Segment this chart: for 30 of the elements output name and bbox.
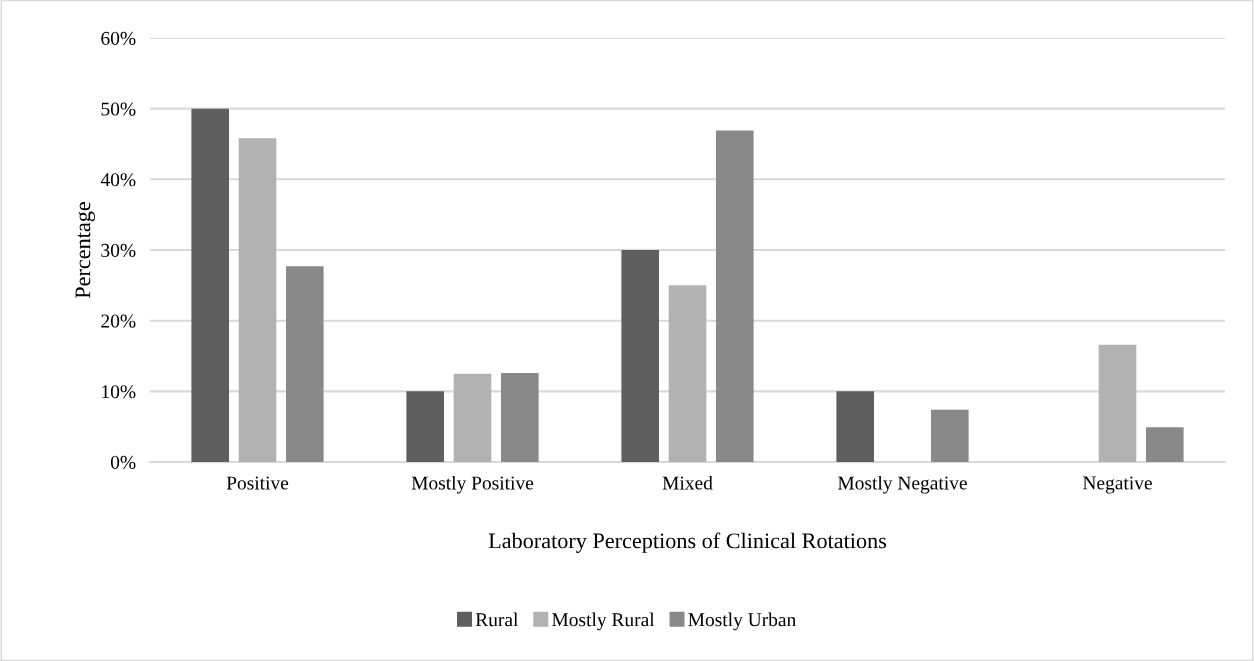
y-tick-label: 0% — [110, 455, 136, 469]
bar — [621, 250, 660, 462]
y-tick-label: 40% — [100, 173, 136, 187]
bar — [453, 373, 492, 462]
x-tick-label: Mostly Positive — [411, 475, 534, 494]
legend-label: Rural — [475, 612, 519, 627]
bar — [406, 391, 445, 462]
y-tick-label: 50% — [101, 102, 136, 116]
bar — [500, 372, 539, 462]
x-tick-label: Negative — [1082, 476, 1152, 494]
bar — [285, 266, 324, 462]
bar — [1098, 344, 1137, 462]
bar — [191, 108, 230, 462]
bar — [238, 138, 277, 462]
x-axis-title: Laboratory Perceptions of Clinical Rotations — [488, 532, 887, 553]
x-tick-label: Mostly Negative — [837, 475, 967, 494]
y-tick-label: 30% — [101, 243, 136, 257]
bar — [1145, 427, 1184, 462]
y-tick-label: 20% — [101, 314, 136, 328]
bar — [930, 409, 969, 462]
x-tick-label: Positive — [226, 476, 289, 490]
y-axis-title: Percentage — [75, 202, 95, 299]
x-tick-label: Mixed — [662, 475, 713, 490]
y-tick-label: 10% — [102, 385, 136, 399]
y-tick-label: 60% — [101, 31, 136, 45]
bar — [715, 130, 754, 462]
legend-label: Mostly Urban — [688, 612, 796, 631]
bar — [836, 391, 875, 462]
legend-label: Mostly Rural — [552, 612, 655, 631]
bar — [668, 285, 707, 462]
